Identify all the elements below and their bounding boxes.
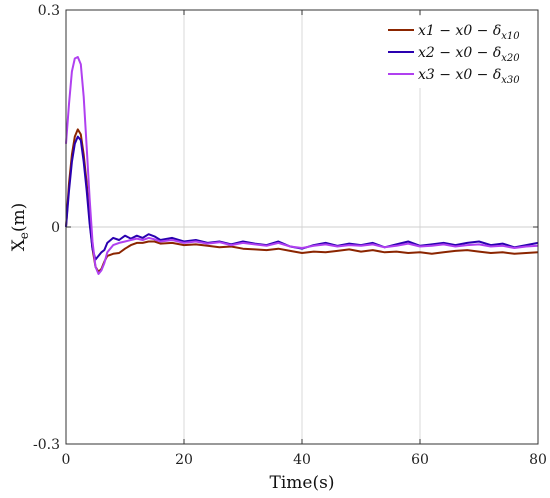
x-tick-label: 80 — [529, 452, 547, 468]
legend-entry-main: x2 − x0 − δ — [418, 45, 501, 61]
y-axis-label: Xe(m) — [9, 203, 31, 252]
legend-entry-sub: x30 — [501, 75, 520, 86]
y-tick-label: 0 — [51, 220, 60, 236]
series-lines — [65, 56, 539, 275]
x-tick-label: 0 — [62, 452, 71, 468]
x-tick-label: 40 — [293, 452, 311, 468]
axis-ticks: 0 20 40 60 80-0.300.3 — [33, 3, 547, 468]
legend-entry-main: x3 − x0 − δ — [418, 67, 501, 83]
x-axis-label: Time(s) — [270, 473, 335, 493]
y-tick-label: 0.3 — [38, 3, 60, 19]
y-axis-label-main: X — [9, 238, 29, 251]
series-line-3 — [65, 56, 539, 275]
y-axis-label-unit: (m) — [9, 203, 29, 232]
y-axis-label-sub: e — [17, 232, 31, 239]
legend-entry-3: x3 − x0 − δx30 — [418, 67, 520, 86]
x-tick-label: 60 — [411, 452, 429, 468]
legend-entry-sub: x20 — [501, 53, 520, 64]
legend-entry-main: x1 − x0 − δ — [418, 23, 501, 39]
legend-entry-1: x1 − x0 − δx10 — [418, 23, 520, 42]
x-tick-label: 20 — [175, 452, 193, 468]
legend-entry-2: x2 − x0 − δx20 — [418, 45, 520, 64]
y-tick-label: -0.3 — [33, 437, 60, 453]
legend-entry-sub: x10 — [501, 31, 520, 42]
